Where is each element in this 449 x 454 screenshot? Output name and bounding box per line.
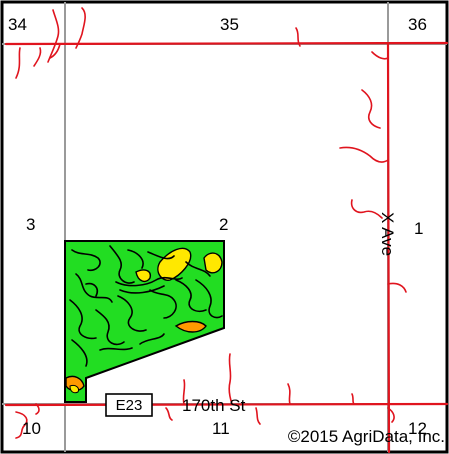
section-label-2: 2 [219, 215, 228, 234]
section-label-36: 36 [408, 15, 427, 34]
road-170th-st [4, 402, 449, 407]
section-label-34: 34 [8, 15, 27, 34]
section-label-10: 10 [22, 419, 41, 438]
section-labels: 34 35 36 3 2 1 10 11 12 [8, 15, 427, 438]
soil-unit-orange-1 [174, 320, 207, 333]
section-label-1: 1 [414, 219, 423, 238]
soil-unit-yellow-4 [69, 385, 79, 394]
highway-shield-label: E23 [116, 397, 143, 414]
section-label-35: 35 [220, 15, 239, 34]
copyright-text: ©2015 AgriData, Inc. [288, 427, 445, 446]
road-x-ave [386, 42, 391, 454]
road-north [4, 41, 449, 46]
soil-unit-yellow-3 [135, 269, 151, 283]
section-label-12: 12 [408, 419, 427, 438]
field-soil-units [64, 240, 225, 403]
section-label-11: 11 [212, 419, 230, 438]
section-label-3: 3 [26, 215, 35, 234]
soil-unit-yellow-1 [157, 247, 192, 281]
highway-shield [105, 393, 153, 417]
field-boundary [64, 240, 225, 403]
roads [4, 41, 449, 454]
streams [15, 7, 407, 439]
road-label-x-ave: X Ave [378, 212, 397, 256]
soil-unit-yellow-2 [203, 252, 223, 274]
road-label-170th-st: 170th St [182, 396, 246, 415]
